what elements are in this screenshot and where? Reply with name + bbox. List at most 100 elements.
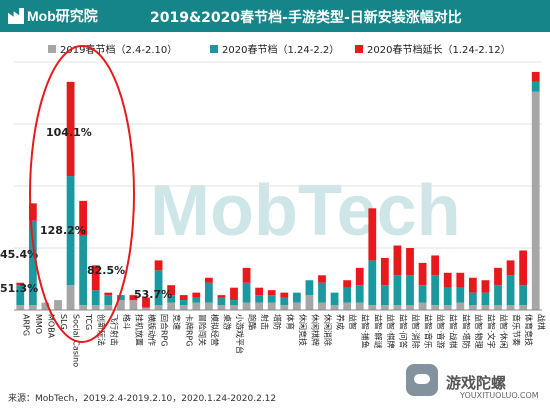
bar-2019: [66, 285, 75, 310]
bar-2020-extended: [267, 290, 276, 296]
bar-2020-extended: [142, 297, 150, 308]
bar-2020: [506, 275, 515, 306]
bar-2020-extended: [230, 287, 238, 301]
bar-2019: [456, 302, 465, 310]
bar-2019: [54, 300, 62, 310]
bar-2020-extended: [204, 277, 213, 283]
bar-2020: [318, 282, 326, 303]
bar-2020: [104, 295, 113, 306]
bar-2020: [28, 220, 37, 306]
data-label: 45.4%: [0, 248, 38, 261]
bar-2020-extended: [280, 292, 289, 298]
bar-2020-extended: [255, 287, 264, 296]
x-tick-label: MOBA: [46, 314, 55, 339]
mob-logo: Mob研究院: [8, 6, 98, 26]
bar-2019: [255, 302, 264, 310]
watermark-url: YOUXITUOLUO.COM: [460, 391, 539, 400]
bar-2020: [519, 285, 528, 306]
x-tick-label: 益智·塔防: [461, 314, 471, 349]
data-label: 128.2%: [40, 224, 86, 237]
bar-2019: [142, 307, 150, 310]
x-tick-label: 战棋: [537, 314, 547, 330]
bar-2020: [355, 285, 364, 303]
x-tick-label: 益智·音乐: [424, 314, 434, 349]
bar-2019: [506, 305, 515, 310]
bar-2020-extended: [343, 280, 352, 288]
bar-2020-extended: [531, 71, 540, 82]
legend-swatch-2020: [210, 44, 218, 53]
legend-item-2020-extended: 2020春节档延长（1.24-2.12）: [355, 41, 511, 56]
x-tick-label: 休闲消除: [323, 314, 333, 346]
bar-2020-extended: [104, 292, 113, 296]
bar-2019: [330, 305, 339, 310]
bar-2019: [179, 305, 188, 310]
bar-2019: [230, 305, 238, 310]
bar-2020: [531, 81, 540, 92]
x-tick-label: 益智·问答: [398, 314, 408, 349]
x-tick-label: 桌游: [222, 314, 232, 330]
bar-2020-extended: [431, 255, 440, 276]
x-tick-label: 益智·物理: [474, 314, 484, 349]
bar-2020-extended: [355, 267, 364, 286]
x-tick-label: 卡牌RPG: [185, 314, 195, 347]
data-label: 82.5%: [87, 264, 125, 277]
x-tick-label: 格斗: [122, 314, 132, 330]
legend-label-2020-extended: 2020春节档延长（1.24-2.12）: [367, 45, 511, 56]
bar-2020-extended: [506, 260, 515, 276]
bar-2020: [343, 287, 352, 303]
bar-2019: [368, 305, 377, 310]
bar-2019: [343, 302, 352, 310]
bar-2020-extended: [192, 292, 201, 298]
bar-2020: [91, 290, 100, 306]
x-tick-label: 养成: [336, 314, 346, 330]
bar-2020-extended: [456, 272, 465, 288]
bar-2019: [418, 302, 427, 310]
bar-2020: [431, 275, 440, 306]
x-tick-label: SLG: [59, 314, 68, 330]
bar-2020: [305, 280, 314, 296]
source-note: 来源：MobTech，2019.2.4-2019.2.10，2020.1.24-…: [8, 394, 277, 404]
bar-2020-extended: [179, 295, 188, 301]
bar-2020-extended: [217, 295, 226, 298]
legend-item-2019: 2019春节档（2.4-2.10）: [48, 41, 177, 56]
bar-2020-extended: [380, 257, 389, 286]
chart-legend: 2019春节档（2.4-2.10） 2020春节档（1.24-2.2） 2020…: [40, 41, 540, 59]
x-tick-label: 飞行射击: [109, 314, 119, 346]
bar-2019: [431, 305, 440, 310]
bar-2019: [292, 302, 301, 310]
bar-2019: [531, 91, 540, 310]
bar-2019: [167, 302, 176, 310]
bar-2019: [481, 305, 490, 310]
bar-2020-extended: [79, 200, 88, 236]
x-tick-label: 益智: [348, 314, 358, 330]
bar-2020-extended: [481, 280, 490, 293]
x-tick-label: 益智·棋牌: [386, 314, 396, 349]
bar-2020: [406, 275, 414, 306]
bar-2020: [66, 176, 75, 286]
x-tick-label: 横版动作: [147, 314, 157, 346]
bar-2019: [443, 305, 452, 310]
bar-2020: [280, 297, 289, 306]
bar-2020-extended: [66, 81, 75, 177]
bar-2019: [204, 302, 213, 310]
bar-2020: [418, 285, 427, 303]
x-tick-label: 益智·休闲: [499, 314, 509, 349]
data-label: 104.1%: [46, 126, 92, 139]
bar-2020: [468, 292, 477, 306]
data-label: 53.7%: [134, 288, 172, 301]
x-tick-label: 益智·战棋: [449, 314, 459, 349]
x-tick-label: 挂机放置: [134, 314, 144, 346]
header-banner: Mob研究院 2019&2020春节档-手游类型-日新安装涨幅对比: [0, 0, 550, 32]
bar-2019: [104, 305, 113, 310]
highlight-ellipse: [29, 45, 135, 343]
x-tick-label: 体育竞技: [524, 314, 534, 346]
watermark-name: 游戏陀螺: [446, 374, 507, 392]
x-tick-label: MMO: [34, 314, 43, 334]
bar-2020: [481, 292, 490, 306]
bar-2019: [217, 305, 226, 310]
bar-2020: [230, 300, 238, 306]
bar-2020: [167, 295, 176, 303]
bar-2020: [154, 270, 163, 306]
bar-2020-extended: [406, 248, 414, 276]
